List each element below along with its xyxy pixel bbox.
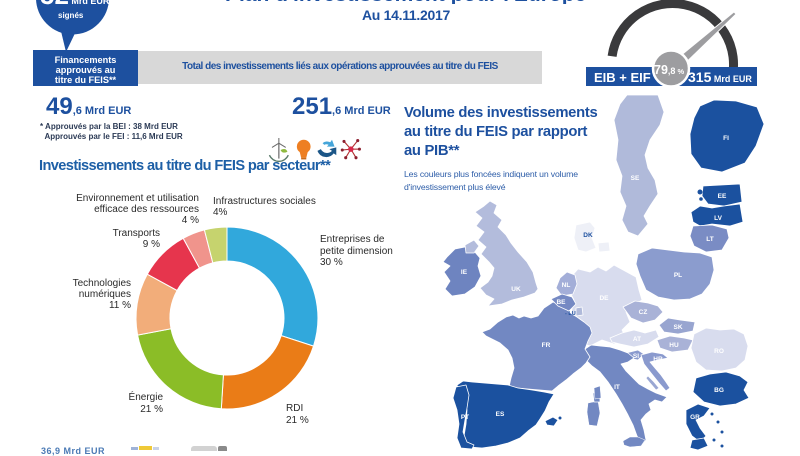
svg-text:AT: AT xyxy=(633,336,641,343)
svg-text:SI: SI xyxy=(633,353,639,360)
svg-text:FI: FI xyxy=(723,135,729,142)
svg-text:DE: DE xyxy=(599,295,609,302)
svg-text:PL: PL xyxy=(674,272,682,279)
svg-text:GR: GR xyxy=(690,414,700,421)
svg-text:LV: LV xyxy=(714,215,722,222)
svg-text:SE: SE xyxy=(631,175,640,182)
svg-text:FR: FR xyxy=(542,342,551,349)
svg-text:PT: PT xyxy=(461,414,469,421)
svg-text:NL: NL xyxy=(562,282,571,289)
svg-text:EE: EE xyxy=(718,193,727,200)
svg-text:EIB + EIF: EIB + EIF xyxy=(594,70,651,85)
svg-text:CZ: CZ xyxy=(639,309,648,316)
svg-text:- LU: - LU xyxy=(565,311,576,317)
svg-text:BG: BG xyxy=(714,387,724,394)
svg-text:LT: LT xyxy=(706,236,713,243)
svg-text:BE: BE xyxy=(556,299,566,306)
svg-text:79,8 %: 79,8 % xyxy=(654,63,685,77)
svg-text:UK: UK xyxy=(511,286,521,293)
svg-text:ES: ES xyxy=(496,411,505,418)
svg-text:RO: RO xyxy=(714,348,724,355)
svg-text:HR: HR xyxy=(653,356,663,363)
svg-text:DK: DK xyxy=(583,232,593,239)
svg-text:HU: HU xyxy=(669,342,679,349)
svg-text:IT: IT xyxy=(614,384,620,391)
svg-text:SK: SK xyxy=(673,324,682,331)
svg-text:IE: IE xyxy=(461,269,468,276)
